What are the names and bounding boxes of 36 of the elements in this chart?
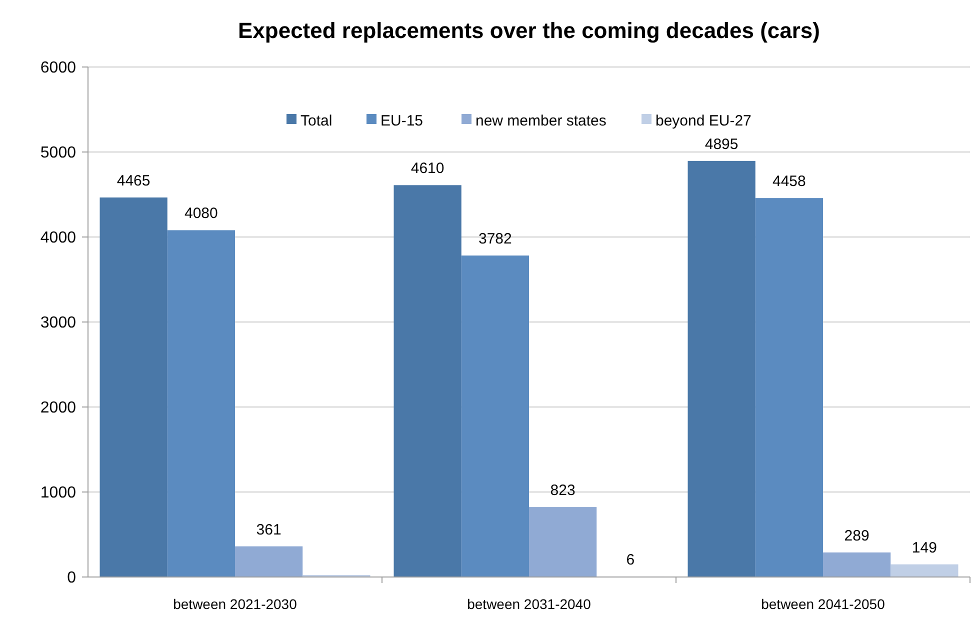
data-label: 6 — [626, 551, 635, 568]
data-label: 823 — [550, 482, 576, 500]
bar — [823, 552, 891, 577]
bar — [529, 507, 597, 577]
bar — [755, 198, 823, 577]
data-label: 4080 — [184, 205, 218, 222]
chart-title: Expected replacements over the coming decades (cars) — [238, 18, 820, 43]
legend-label: EU-15 — [380, 112, 424, 130]
data-label: 149 — [912, 539, 937, 556]
bar — [461, 256, 529, 577]
data-label: 3782 — [478, 230, 512, 248]
y-tick-label: 5000 — [40, 144, 76, 162]
data-label: 4895 — [704, 136, 738, 153]
bar — [167, 230, 235, 577]
bar — [688, 160, 756, 577]
legend-label: new member states — [476, 112, 606, 130]
bar — [394, 185, 462, 577]
data-label: 4465 — [116, 172, 150, 190]
y-tick-label: 6000 — [40, 60, 76, 77]
data-label: 4458 — [772, 173, 806, 190]
legend-label: Total — [300, 112, 332, 130]
y-tick-label: 2000 — [40, 400, 76, 417]
y-tick-label: 0 — [67, 570, 76, 587]
legend-label: beyond EU-27 — [656, 112, 752, 130]
bar — [100, 197, 168, 577]
x-tick-label: between 2031-2040 — [467, 596, 592, 612]
data-label: 361 — [256, 521, 282, 538]
y-tick-label: 3000 — [40, 314, 76, 332]
data-label: 289 — [844, 527, 870, 544]
data-label: 4610 — [410, 160, 444, 178]
x-tick-label: between 2041-2050 — [761, 596, 886, 612]
x-tick-label: between 2021-2030 — [173, 596, 298, 612]
y-tick-label: 1000 — [40, 484, 76, 502]
bar — [235, 546, 303, 577]
bar — [890, 564, 958, 577]
y-tick-label: 4000 — [40, 230, 76, 247]
